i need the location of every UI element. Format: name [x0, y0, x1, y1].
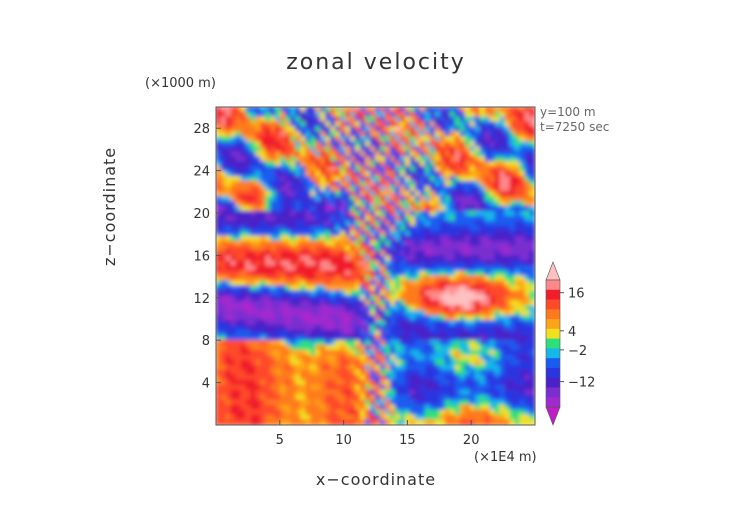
z-axis-unit: (×1000 m)	[145, 76, 216, 91]
colorbar-segment	[546, 338, 560, 349]
time-annotation: t=7250 sec	[540, 120, 610, 134]
colorbar-segment	[546, 358, 560, 369]
colorbar-segment	[546, 348, 560, 359]
y-tick-label: 24	[193, 165, 210, 180]
y-tick-label: 20	[193, 207, 210, 222]
y-tick-label: 8	[202, 334, 210, 349]
colorbar: 16 4 −2 −12	[545, 261, 595, 426]
colorbar-segment	[546, 377, 560, 388]
y-tick-label: 4	[202, 377, 210, 392]
x-tick-label: 15	[399, 433, 416, 448]
colorbar-segment	[546, 309, 560, 320]
x-tick-label: 5	[276, 433, 284, 448]
x-tick-label: 20	[463, 433, 480, 448]
y-tick-label: 16	[193, 249, 210, 264]
colorbar-min-extension	[545, 406, 561, 426]
colorbar-tick-label: 16	[568, 287, 585, 302]
x-axis-label: x−coordinate	[315, 470, 437, 489]
colorbar-segment	[546, 299, 560, 310]
colorbar-segment	[546, 397, 560, 408]
x-axis: 5 10 15 20	[276, 420, 480, 448]
colorbar-tick-label: −12	[568, 376, 595, 391]
velocity-field	[216, 107, 535, 425]
colorbar-segment	[546, 328, 560, 339]
colorbar-segment	[546, 289, 560, 300]
colorbar-tick-label: −2	[568, 344, 587, 359]
colorbar-tick-label: 4	[568, 325, 576, 340]
colorbar-segment	[546, 367, 560, 378]
y-tick-label: 28	[193, 122, 210, 137]
x-tick-label: 10	[335, 433, 352, 448]
y-position-annotation: y=100 m	[540, 105, 596, 119]
plot-frame	[215, 106, 536, 426]
colorbar-segment	[546, 319, 560, 330]
colorbar-segment	[546, 387, 560, 398]
y-axis: 4 8 12 16 20 24 28	[193, 122, 221, 392]
colorbar-max-extension	[545, 261, 561, 281]
x-axis-unit: (×1E4 m)	[474, 450, 537, 465]
chart-title: zonal velocity	[286, 50, 466, 75]
y-tick-label: 12	[193, 292, 210, 307]
colorbar-segment	[546, 280, 560, 291]
